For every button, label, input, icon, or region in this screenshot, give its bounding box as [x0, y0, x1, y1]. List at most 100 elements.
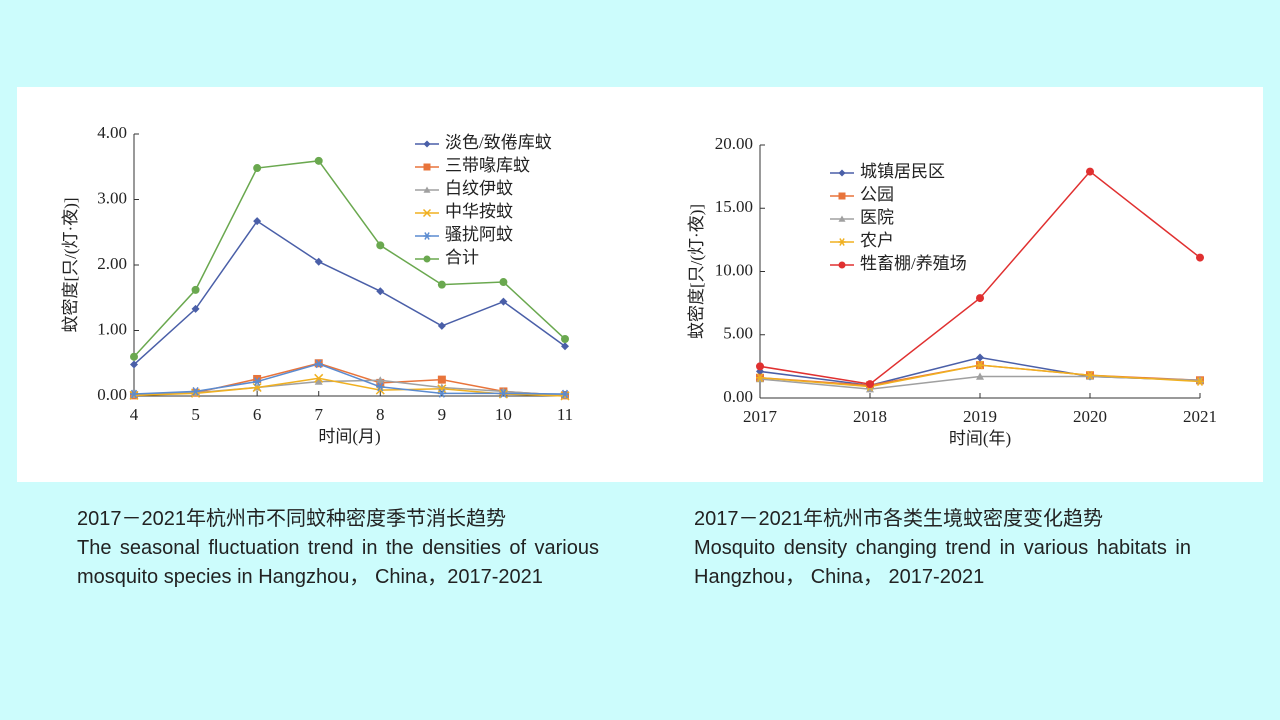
marker	[423, 255, 431, 263]
marker	[130, 360, 138, 369]
y-axis-label: 蚊密度[只/(灯·夜)]	[61, 197, 80, 332]
legend-label: 骚扰阿蚊	[445, 225, 513, 244]
series-line	[133, 363, 566, 395]
legend-label: 白纹伊蚊	[445, 179, 513, 198]
marker	[376, 287, 385, 296]
marker	[976, 360, 984, 370]
marker	[423, 163, 431, 171]
marker	[838, 169, 846, 177]
y-tick-label: 3.00	[97, 188, 127, 207]
x-tick-label: 11	[557, 405, 573, 424]
x-tick-label: 2020	[1073, 407, 1107, 426]
marker	[838, 238, 846, 246]
marker	[437, 375, 446, 384]
marker	[314, 359, 323, 369]
legend-label: 牲畜棚/养殖场	[860, 254, 967, 273]
caption-zh: 2017－2021年杭州市不同蚊种密度季节消长趋势	[77, 508, 506, 530]
x-tick-label: 2017	[743, 407, 778, 426]
marker	[314, 156, 323, 165]
y-tick-label: 4.00	[97, 123, 127, 142]
x-axis-label: 时间(月)	[318, 427, 380, 446]
marker	[314, 257, 323, 266]
marker	[561, 389, 569, 399]
x-axis-label: 时间(年)	[949, 429, 1011, 448]
marker	[1196, 253, 1204, 262]
marker	[976, 372, 984, 380]
marker	[422, 208, 432, 218]
marker	[376, 376, 385, 384]
marker	[499, 388, 508, 398]
y-tick-label: 0.00	[97, 385, 127, 404]
y-axis-label: 蚊密度[只/(灯·夜)]	[687, 204, 706, 339]
marker	[130, 389, 138, 399]
y-tick-label: 2.00	[97, 254, 127, 273]
x-tick-label: 4	[130, 405, 139, 424]
series-line	[133, 160, 566, 358]
y-tick-label: 15.00	[715, 197, 753, 216]
y-tick-label: 1.00	[97, 319, 127, 338]
marker	[191, 304, 200, 313]
series-line	[759, 170, 1201, 385]
marker	[376, 241, 385, 250]
marker	[437, 388, 446, 398]
marker	[314, 377, 323, 385]
caption: 2017－2021年杭州市各类生境蚊密度变化趋势 Mosquito densit…	[694, 505, 1191, 592]
marker	[1086, 370, 1094, 380]
marker	[423, 186, 431, 193]
legend-label: 淡色/致倦库蚊	[445, 133, 552, 152]
legend-label: 公园	[860, 185, 894, 204]
marker	[314, 373, 324, 383]
caption: 2017－2021年杭州市不同蚊种密度季节消长趋势 The seasonal f…	[77, 505, 599, 592]
marker	[437, 384, 447, 394]
legend-label: 中华按蚊	[445, 202, 513, 221]
marker	[376, 382, 385, 392]
x-tick-label: 2018	[853, 407, 887, 426]
marker	[437, 280, 446, 289]
marker	[191, 285, 200, 294]
x-tick-label: 2021	[1183, 407, 1217, 426]
series-line	[133, 220, 566, 366]
x-tick-label: 6	[253, 405, 262, 424]
marker	[423, 140, 431, 148]
marker	[838, 192, 846, 200]
marker	[253, 377, 262, 386]
x-tick-label: 2019	[963, 407, 997, 426]
x-tick-label: 9	[438, 405, 447, 424]
legend-label: 合计	[445, 248, 479, 267]
marker	[976, 353, 984, 362]
marker	[1196, 377, 1204, 386]
marker	[838, 261, 846, 269]
caption-en: Mosquito density changing trend in vario…	[694, 537, 1191, 588]
marker	[561, 335, 569, 344]
figure-panel	[17, 87, 1263, 482]
x-tick-label: 10	[495, 405, 512, 424]
legend-label: 城镇居民区	[860, 162, 945, 181]
marker	[499, 278, 508, 287]
legend-label: 医院	[860, 208, 894, 227]
y-tick-label: 20.00	[715, 134, 753, 153]
caption-en: The seasonal fluctuation trend in the de…	[77, 537, 599, 588]
marker	[423, 232, 431, 240]
marker	[1086, 167, 1094, 176]
y-tick-label: 10.00	[715, 260, 753, 279]
marker	[191, 387, 200, 396]
legend-label: 农户	[860, 231, 894, 250]
marker	[437, 321, 446, 330]
x-tick-label: 7	[314, 405, 323, 424]
marker	[499, 297, 508, 306]
legend-label: 三带喙库蚊	[445, 156, 530, 175]
marker	[756, 373, 764, 383]
x-tick-label: 8	[376, 405, 385, 424]
marker	[976, 294, 984, 303]
marker	[253, 164, 262, 173]
x-tick-label: 5	[191, 405, 200, 424]
marker	[838, 215, 846, 222]
marker	[756, 362, 764, 371]
y-tick-label: 0.00	[723, 387, 753, 406]
marker	[561, 342, 569, 351]
marker	[253, 374, 262, 383]
y-tick-label: 5.00	[723, 324, 753, 343]
marker	[130, 352, 138, 361]
